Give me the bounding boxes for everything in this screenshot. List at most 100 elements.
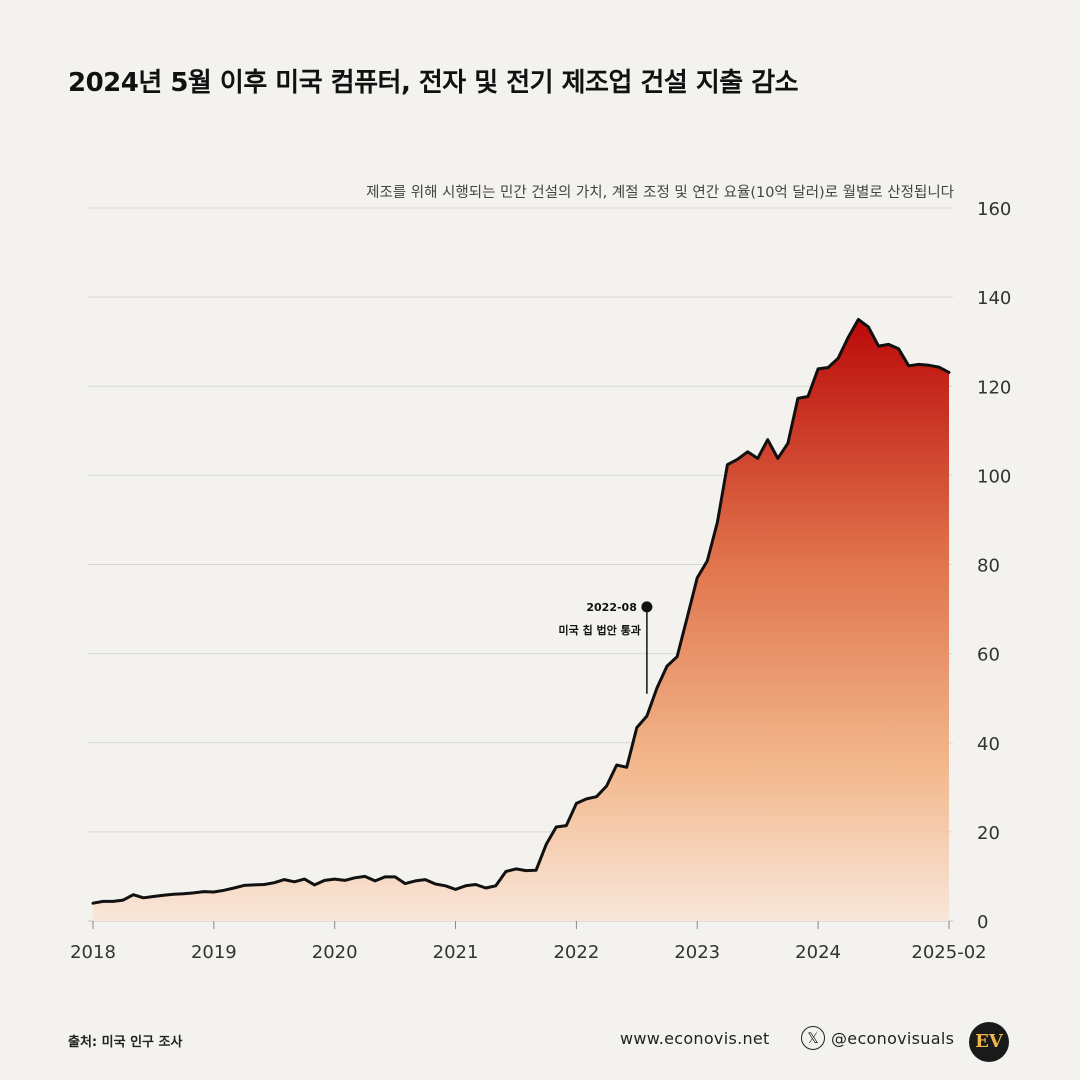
data-point: [152, 895, 155, 898]
annotation-date: 2022-08: [586, 601, 637, 614]
data-point: [948, 371, 950, 374]
data-point: [495, 884, 497, 887]
data-point: [605, 785, 608, 787]
data-point: [515, 868, 517, 870]
y-tick-label: 20: [977, 823, 1000, 844]
data-point: [243, 884, 245, 887]
data-point: [92, 902, 94, 904]
data-point: [474, 883, 477, 886]
data-point: [877, 345, 880, 347]
y-tick-label: 160: [977, 199, 1011, 220]
data-point: [595, 795, 598, 798]
y-tick-label: 40: [977, 734, 1000, 755]
data-point: [182, 893, 185, 895]
data-point: [323, 879, 326, 882]
y-tick-label: 100: [977, 466, 1011, 487]
data-point: [414, 880, 417, 882]
y-tick-label: 120: [977, 377, 1011, 398]
data-point: [867, 326, 870, 328]
data-point: [797, 397, 799, 400]
data-point: [807, 395, 809, 398]
page-title: 2024년 5월 이후 미국 컴퓨터, 전자 및 전기 제조업 건설 지출 감소: [68, 68, 799, 98]
data-point: [253, 884, 255, 886]
website-link[interactable]: www.econovis.net: [620, 1029, 770, 1048]
x-tick-label: 2019: [191, 942, 237, 963]
data-point: [857, 318, 860, 321]
data-point: [343, 879, 346, 882]
x-tick-label: 2021: [433, 942, 479, 963]
data-point: [202, 890, 205, 893]
data-point: [464, 884, 467, 887]
data-point: [434, 883, 437, 885]
data-point: [636, 726, 638, 729]
y-tick-label: 80: [977, 556, 1000, 577]
annotation-marker: [641, 601, 653, 613]
data-point: [273, 881, 276, 884]
data-point: [938, 366, 940, 368]
data-point: [565, 824, 568, 827]
data-point: [706, 560, 709, 562]
data-point: [897, 348, 900, 350]
x-tick-label: 2025-02: [911, 942, 986, 963]
data-point: [766, 438, 769, 441]
y-tick-label: 60: [977, 645, 1000, 666]
data-point: [545, 843, 547, 846]
y-axis-ticks: 0 20 40 60 80 100 120 140 160: [977, 199, 1011, 933]
y-tick-label: 140: [977, 288, 1011, 309]
data-point: [233, 887, 235, 889]
data-point: [454, 888, 457, 891]
data-point: [928, 364, 930, 367]
data-point: [122, 899, 125, 901]
data-point: [907, 364, 910, 367]
social-handle[interactable]: @econovisuals: [831, 1029, 955, 1048]
data-point: [192, 892, 195, 894]
data-point: [112, 900, 114, 903]
x-tick-label: 2024: [795, 942, 841, 963]
annotation: 2022-08 미국 칩 법안 통과: [559, 601, 653, 694]
data-point: [313, 884, 316, 886]
data-point: [887, 343, 890, 346]
data-point: [505, 870, 507, 873]
data-point: [585, 798, 588, 800]
data-point: [283, 878, 286, 881]
data-point: [384, 876, 386, 878]
data-point: [716, 521, 719, 523]
x-logo-icon: 𝕏: [801, 1026, 825, 1050]
data-point: [374, 880, 376, 882]
data-point: [293, 880, 296, 883]
data-point: [676, 655, 678, 658]
data-point: [424, 878, 427, 881]
data-point: [354, 876, 356, 879]
y-tick-label: 0: [977, 912, 988, 933]
data-point: [646, 715, 648, 717]
data-point: [777, 457, 779, 460]
data-point: [615, 764, 618, 766]
data-point: [736, 458, 739, 461]
data-point: [172, 893, 175, 896]
data-point: [686, 616, 688, 619]
data-point: [102, 900, 104, 903]
data-point: [827, 366, 829, 369]
data-point: [756, 457, 759, 460]
data-point: [666, 665, 668, 667]
data-point: [213, 891, 215, 893]
x-tick-label: 2020: [312, 942, 358, 963]
data-point: [404, 882, 406, 885]
data-point: [484, 887, 487, 889]
x-tick-label: 2022: [553, 942, 599, 963]
data-point: [726, 463, 729, 466]
data-point: [162, 894, 165, 896]
series-line: [91, 317, 951, 905]
data-point: [535, 869, 537, 871]
x-tick-label: 2023: [674, 942, 720, 963]
x-axis-ticks: 2018 2019 2020 2021 2022 2023 2024 2025-02: [70, 921, 987, 963]
data-point: [333, 878, 336, 880]
data-point: [656, 687, 658, 689]
data-point: [696, 577, 699, 579]
data-point: [847, 336, 850, 339]
data-point: [917, 363, 920, 366]
data-point: [364, 875, 366, 878]
data-point: [394, 876, 396, 878]
data-point: [555, 826, 558, 828]
